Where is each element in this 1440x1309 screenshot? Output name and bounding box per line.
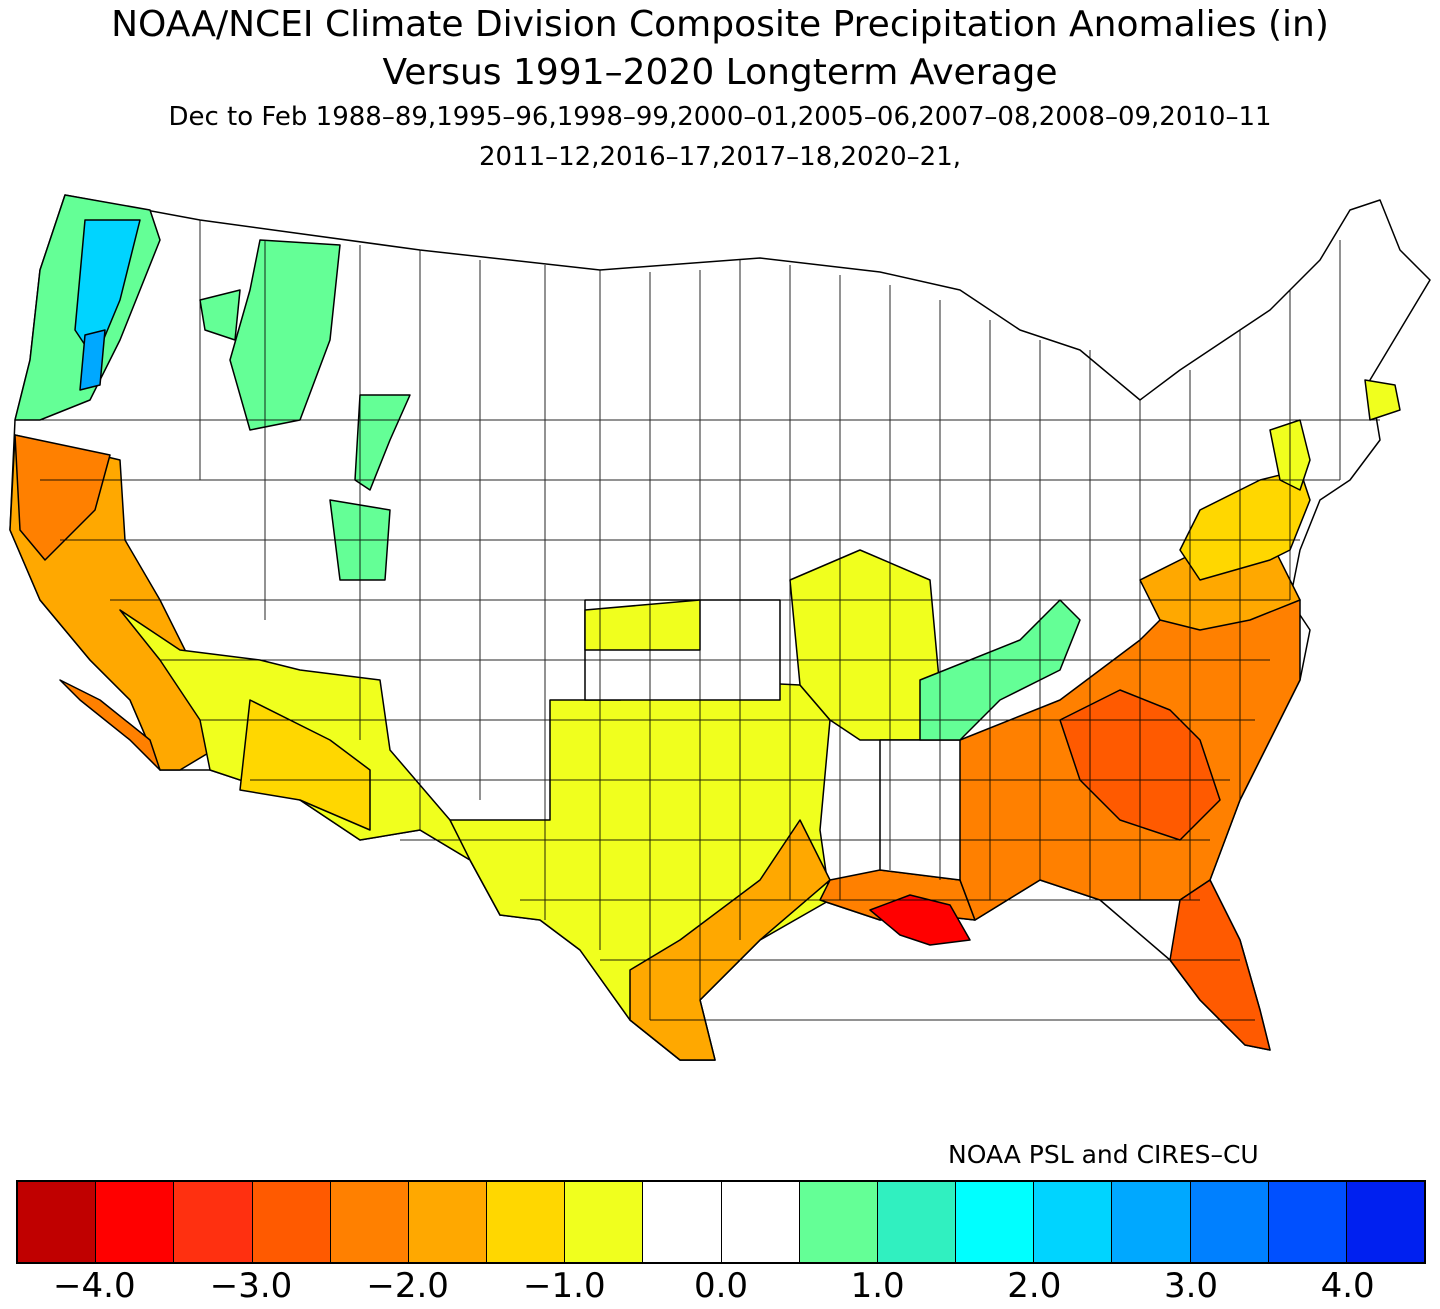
- colorbar: [16, 1180, 1426, 1264]
- colorbar-swatch: [1034, 1182, 1113, 1262]
- colorbar-swatch: [96, 1182, 175, 1262]
- colorbar-tick-label: 3.0: [1163, 1266, 1219, 1306]
- colorbar-swatch: [1190, 1182, 1269, 1262]
- colorbar-tick-label: −4.0: [53, 1266, 136, 1306]
- colorbar-tick-label: −3.0: [209, 1266, 293, 1306]
- colorbar-swatch: [721, 1182, 800, 1262]
- colorbar-tick-label: 0.0: [693, 1266, 749, 1306]
- colorbar-swatch: [487, 1182, 566, 1262]
- season-years-line-1: Dec to Feb 1988–89,1995–96,1998–99,2000–…: [168, 102, 1272, 132]
- region-willamette: [79, 329, 106, 391]
- colorbar-swatch: [18, 1182, 97, 1262]
- season-years-line-2: 2011–12,2016–17,2017–18,2020–21,: [478, 142, 962, 172]
- colorbar-swatch: [799, 1182, 878, 1262]
- colorbar-swatch: [956, 1182, 1035, 1262]
- region-idaho-panhandle: [229, 239, 341, 431]
- region-massachusetts: [1364, 379, 1401, 421]
- region-louisiana-delta: [869, 894, 971, 946]
- region-arizona-central: [239, 699, 371, 831]
- map-subtitle: Versus 1991–2020 Longterm Average: [382, 52, 1058, 93]
- colorbar-swatch: [330, 1182, 409, 1262]
- colorbar-tick-label: 1.0: [850, 1266, 905, 1306]
- division-boundaries: [15, 220, 1380, 1021]
- us-climate-division-map: [9, 194, 1431, 1061]
- colorbar-swatch: [565, 1182, 644, 1262]
- region-puget-sound: [74, 219, 141, 361]
- colorbar-tick-label: −1.0: [523, 1266, 606, 1306]
- region-florida: [1169, 879, 1271, 1051]
- colorbar-swatch: [174, 1182, 253, 1262]
- colorbar-swatch: [1346, 1182, 1425, 1262]
- region-montana-west: [199, 289, 241, 341]
- colorbar-tick-label: −2.0: [366, 1266, 449, 1306]
- credit-label: NOAA PSL and CIRES–CU: [948, 1140, 1259, 1169]
- colorbar-ticks: −4.0 −3.0 −2.0 −1.0 0.0 1.0 2.0 3.0 4.0: [0, 1266, 1440, 1309]
- region-california-south: [59, 679, 161, 771]
- colorbar-swatch: [252, 1182, 331, 1262]
- colorbar-tick-label: 4.0: [1320, 1266, 1375, 1306]
- region-wasatch: [354, 394, 411, 491]
- colorbar-swatch: [408, 1182, 488, 1262]
- colorbar-tick-label: 2.0: [1007, 1266, 1062, 1306]
- colorbar-swatch: [1112, 1182, 1191, 1262]
- colorbar-swatch: [1268, 1182, 1347, 1262]
- map-title: NOAA/NCEI Climate Division Composite Pre…: [111, 4, 1329, 45]
- region-lower-mississippi: [879, 739, 961, 881]
- region-california-north: [14, 434, 111, 561]
- colorbar-swatch: [643, 1182, 722, 1262]
- colorbar-swatch: [877, 1182, 957, 1262]
